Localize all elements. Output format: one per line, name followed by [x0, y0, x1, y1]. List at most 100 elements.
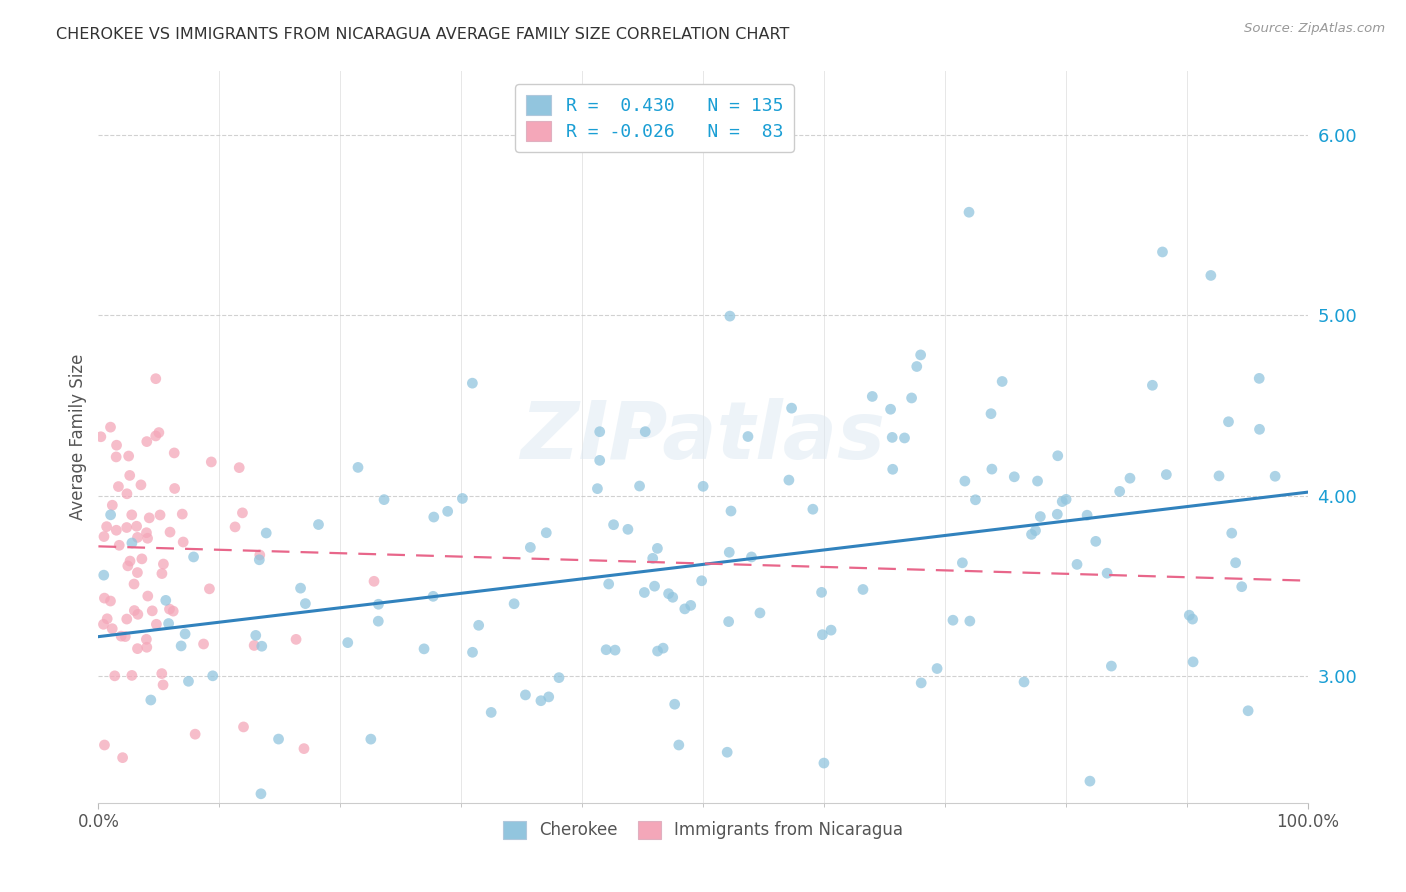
- Point: [93, 738, 115, 752]
- Point: [780, 401, 803, 416]
- Point: [243, 639, 266, 653]
- Point: [668, 738, 690, 752]
- Point: [589, 453, 612, 467]
- Point: [101, 498, 124, 512]
- Point: [150, 666, 173, 681]
- Point: [1199, 268, 1222, 283]
- Point: [548, 671, 571, 685]
- Point: [127, 641, 149, 656]
- Point: [292, 741, 315, 756]
- Point: [198, 582, 221, 596]
- Point: [595, 642, 617, 657]
- Point: [778, 473, 800, 487]
- Point: [224, 520, 246, 534]
- Point: [96, 612, 118, 626]
- Point: [1264, 469, 1286, 483]
- Point: [1208, 469, 1230, 483]
- Point: [172, 507, 194, 521]
- Point: [100, 508, 122, 522]
- Point: [110, 629, 132, 643]
- Point: [801, 502, 824, 516]
- Point: [692, 479, 714, 493]
- Point: [183, 549, 205, 564]
- Point: [1002, 470, 1025, 484]
- Point: [1237, 704, 1260, 718]
- Point: [145, 429, 167, 443]
- Point: [519, 541, 541, 555]
- Point: [749, 606, 772, 620]
- Point: [1029, 509, 1052, 524]
- Point: [157, 616, 180, 631]
- Point: [100, 420, 122, 434]
- Point: [93, 617, 115, 632]
- Point: [115, 612, 138, 626]
- Point: [124, 603, 146, 617]
- Point: [661, 591, 683, 605]
- Point: [127, 530, 149, 544]
- Point: [250, 639, 273, 653]
- Point: [141, 604, 163, 618]
- Point: [121, 668, 143, 682]
- Point: [1142, 378, 1164, 392]
- Point: [232, 720, 254, 734]
- Point: [718, 309, 741, 323]
- Point: [111, 750, 134, 764]
- Point: [634, 425, 657, 439]
- Point: [363, 574, 385, 589]
- Point: [177, 674, 200, 689]
- Point: [1046, 508, 1069, 522]
- Point: [122, 577, 145, 591]
- Point: [96, 519, 118, 533]
- Point: [135, 525, 157, 540]
- Point: [603, 643, 626, 657]
- Point: [1046, 449, 1069, 463]
- Point: [1178, 608, 1201, 623]
- Point: [267, 732, 290, 747]
- Point: [1181, 612, 1204, 626]
- Point: [135, 640, 157, 655]
- Point: [360, 732, 382, 747]
- Point: [617, 522, 640, 536]
- Text: ZIPatlas: ZIPatlas: [520, 398, 886, 476]
- Point: [910, 348, 932, 362]
- Point: [953, 474, 976, 488]
- Point: [121, 536, 143, 550]
- Point: [93, 568, 115, 582]
- Point: [150, 566, 173, 581]
- Point: [285, 632, 308, 647]
- Point: [184, 727, 207, 741]
- Point: [530, 694, 553, 708]
- Point: [965, 492, 987, 507]
- Point: [131, 552, 153, 566]
- Point: [118, 554, 141, 568]
- Point: [148, 425, 170, 440]
- Point: [1230, 580, 1253, 594]
- Point: [893, 431, 915, 445]
- Point: [900, 391, 922, 405]
- Point: [145, 617, 167, 632]
- Point: [93, 530, 115, 544]
- Point: [231, 506, 253, 520]
- Point: [145, 372, 167, 386]
- Point: [536, 525, 558, 540]
- Point: [1021, 527, 1043, 541]
- Point: [159, 602, 181, 616]
- Point: [108, 538, 131, 552]
- Point: [720, 504, 742, 518]
- Point: [290, 581, 312, 595]
- Point: [852, 582, 875, 597]
- Point: [114, 630, 136, 644]
- Point: [1225, 556, 1247, 570]
- Point: [467, 618, 489, 632]
- Point: [980, 407, 1002, 421]
- Point: [602, 517, 624, 532]
- Point: [716, 745, 738, 759]
- Point: [118, 449, 141, 463]
- Point: [200, 455, 222, 469]
- Point: [170, 639, 193, 653]
- Point: [991, 375, 1014, 389]
- Point: [980, 462, 1002, 476]
- Point: [1076, 508, 1098, 523]
- Point: [1054, 492, 1077, 507]
- Point: [105, 450, 128, 464]
